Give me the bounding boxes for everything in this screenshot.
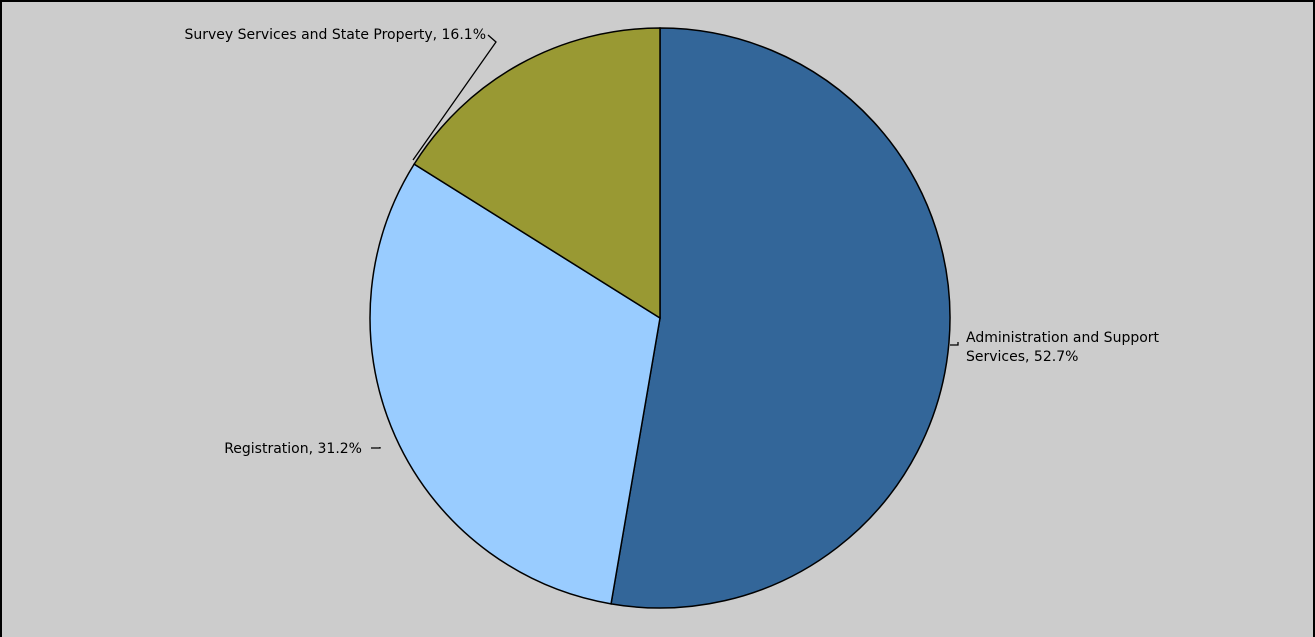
- label-leader-lines: [371, 34, 959, 449]
- leader-line: [950, 342, 959, 346]
- pie-slice-administration-and-support-services: [610, 27, 951, 609]
- pie-slices: [369, 27, 951, 609]
- pie-slice-survey-services-and-state-property: [413, 27, 661, 320]
- leader-line: [412, 34, 497, 161]
- slice-labels: Administration and Support Services, 52.7…: [184, 27, 1159, 457]
- slice-label: Administration and Support Services, 52.7…: [966, 330, 1160, 365]
- slice-label: Survey Services and State Property, 16.1…: [184, 27, 486, 43]
- pie-slice-registration: [369, 163, 661, 605]
- leader-line: [371, 447, 381, 449]
- slice-label: Registration, 31.2%: [224, 441, 362, 457]
